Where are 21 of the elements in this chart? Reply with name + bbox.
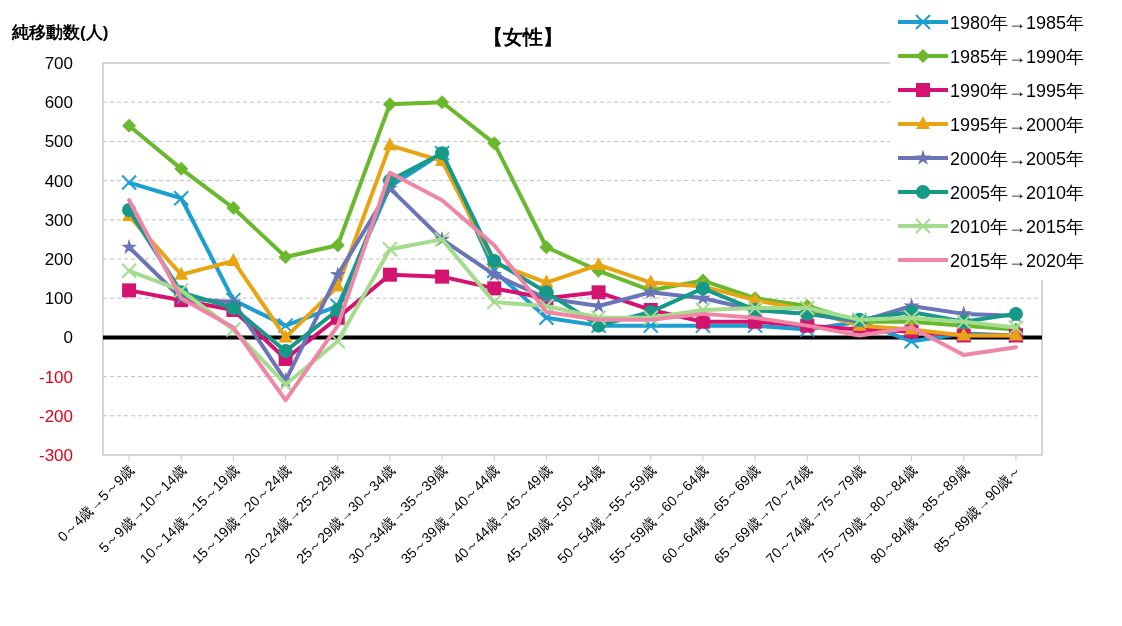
- y-tick-label: 700: [44, 54, 73, 73]
- y-tick-label: 100: [44, 289, 73, 309]
- y-tick-label: 500: [44, 132, 73, 152]
- legend-label: 1980年→1985年: [950, 13, 1085, 33]
- y-tick-label: 600: [44, 93, 73, 113]
- y-tick-label: -300: [38, 446, 73, 465]
- y-tick-label: 300: [44, 210, 73, 230]
- legend-label: 1985年→1990年: [950, 47, 1085, 67]
- legend-label: 2015年→2020年: [950, 251, 1085, 271]
- y-tick-label: 0: [63, 328, 73, 348]
- y-axis-title: 純移動数(人): [11, 23, 109, 42]
- chart-title: 【女性】: [482, 26, 563, 48]
- y-tick-label: -200: [38, 406, 73, 426]
- y-tick-label: -100: [38, 367, 73, 387]
- y-tick-label: 400: [44, 171, 73, 191]
- legend-label: 2010年→2015年: [950, 217, 1085, 237]
- y-tick-label: 200: [44, 250, 73, 269]
- legend-label: 1990年→1995年: [950, 81, 1085, 101]
- legend-label: 1995年→2000年: [950, 115, 1085, 135]
- legend-label: 2000年→2005年: [950, 149, 1085, 169]
- legend-label: 2005年→2010年: [950, 183, 1085, 203]
